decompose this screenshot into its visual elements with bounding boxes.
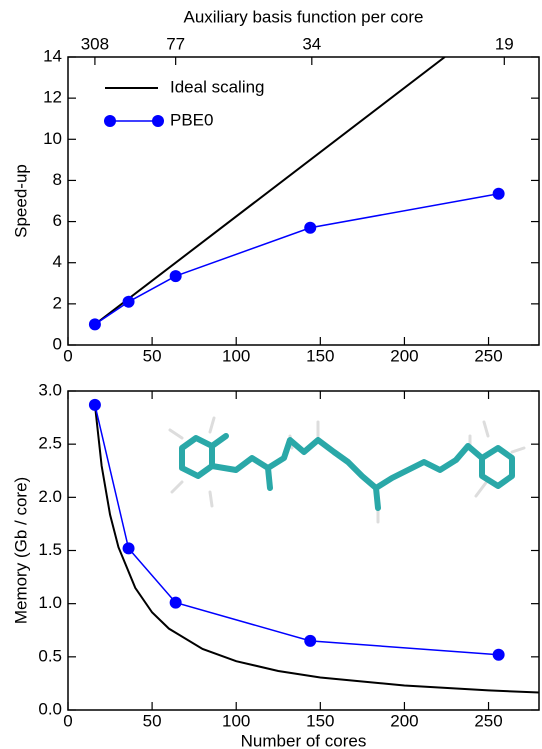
data-point <box>122 295 135 308</box>
x-tick-label: 0 <box>63 711 72 730</box>
y-tick-label: 0.5 <box>38 646 62 665</box>
y-tick-label: 1.0 <box>38 593 62 612</box>
x-tick-label: 100 <box>222 346 250 365</box>
y-tick-label: 3.0 <box>38 380 62 399</box>
data-point <box>122 542 135 555</box>
y-tick-label: 2 <box>53 293 62 312</box>
data-point <box>169 596 182 609</box>
x-tick-label: 50 <box>143 711 162 730</box>
y-tick-label: 1.5 <box>38 540 62 559</box>
data-point <box>169 270 182 283</box>
molecule-inset <box>168 416 526 524</box>
legend-marker <box>152 115 164 127</box>
x-tick-label: 250 <box>474 346 502 365</box>
y-tick-label: 2.0 <box>38 487 62 506</box>
y-axis-label: Memory (Gb / core) <box>11 477 30 624</box>
x2-tick-label: 19 <box>495 34 514 53</box>
y-tick-label: 8 <box>53 170 62 189</box>
y-tick-label: 14 <box>43 46 62 65</box>
plot-frame <box>67 390 540 711</box>
y-tick-label: 2.5 <box>38 434 62 453</box>
x-tick-label: 250 <box>474 711 502 730</box>
y-tick-label: 12 <box>43 88 62 107</box>
y-tick-label: 0.0 <box>38 699 62 718</box>
data-point <box>88 398 101 411</box>
series-line <box>94 57 446 326</box>
series-line <box>94 193 499 326</box>
legend-label: PBE0 <box>170 110 213 129</box>
x2-tick-label: 308 <box>81 34 109 53</box>
x-tick-label: 200 <box>390 711 418 730</box>
plot-frame <box>67 56 540 346</box>
legend-marker <box>104 115 116 127</box>
x-tick-label: 200 <box>390 346 418 365</box>
x-axis-label: Number of cores <box>241 731 367 749</box>
y-tick-label: 0 <box>53 334 62 353</box>
y-tick-label: 4 <box>53 252 62 271</box>
x2-tick-label: 77 <box>166 34 185 53</box>
x2-tick-label: 34 <box>302 34 321 53</box>
x-tick-label: 100 <box>222 711 250 730</box>
data-point <box>88 318 101 331</box>
legend-label: Ideal scaling <box>170 77 265 96</box>
x-tick-label: 50 <box>143 346 162 365</box>
x-tick-label: 150 <box>306 346 334 365</box>
data-point <box>492 187 505 200</box>
y-tick-label: 6 <box>53 211 62 230</box>
series-line <box>93 404 539 694</box>
y-axis-label: Speed-up <box>11 164 30 238</box>
x-tick-label: 150 <box>306 711 334 730</box>
data-point <box>304 634 317 647</box>
y-tick-label: 10 <box>43 129 62 148</box>
x2-axis-label: Auxiliary basis function per core <box>183 7 423 26</box>
x-tick-label: 0 <box>63 346 72 365</box>
data-point <box>492 648 505 661</box>
data-point <box>304 221 317 234</box>
